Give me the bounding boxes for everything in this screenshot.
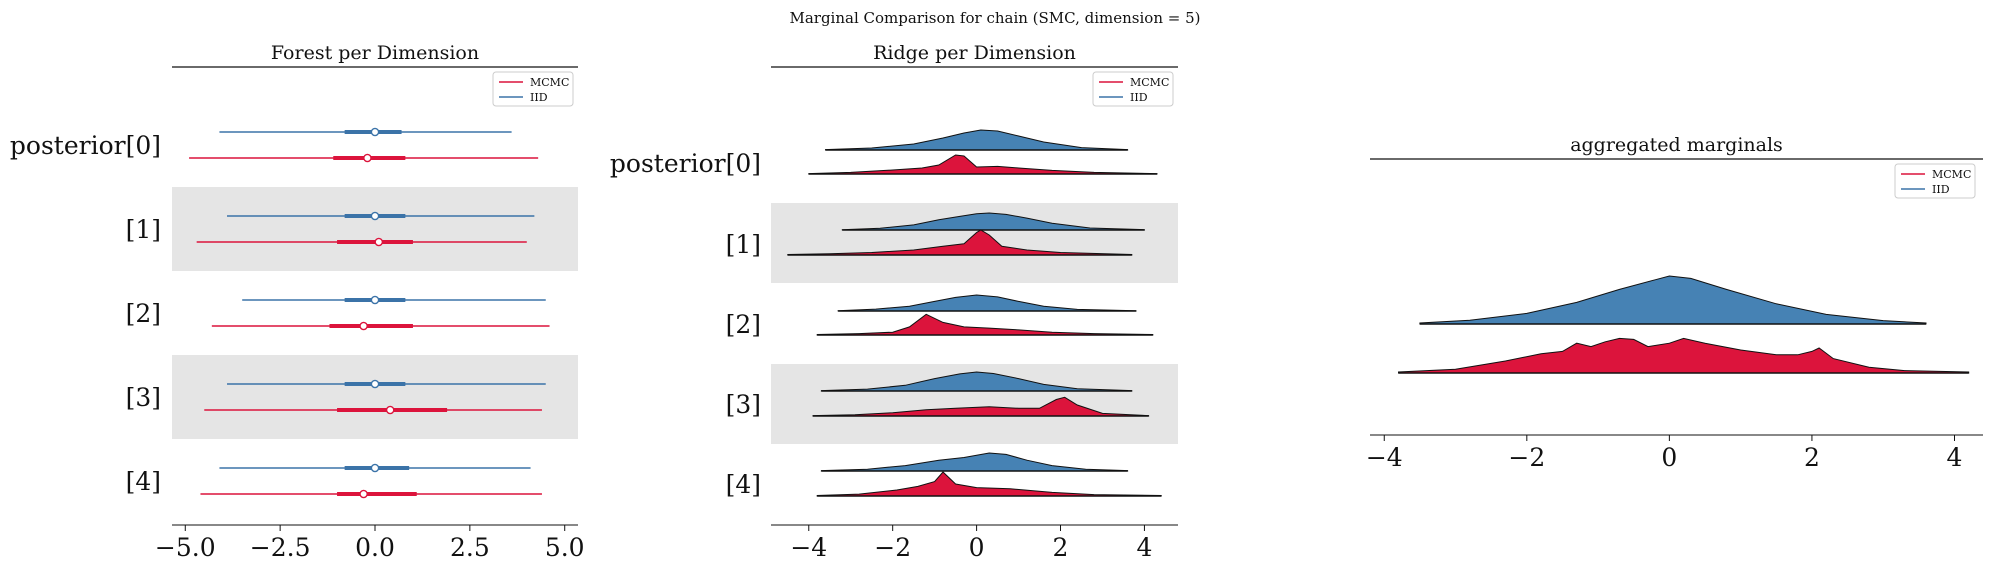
x-tick-label: 4 [1947, 443, 1963, 472]
row-label: [2] [126, 299, 161, 328]
panel-title: Ridge per Dimension [873, 42, 1076, 64]
x-tick-label: 2 [1804, 443, 1820, 472]
x-tick-label: 2 [1053, 533, 1069, 562]
mcmc-density-ridge [808, 154, 1158, 175]
row-label: [3] [726, 390, 761, 419]
x-tick-label: −4 [790, 533, 827, 562]
x-tick-label: −2 [874, 533, 911, 562]
x-tick-label: −5.0 [155, 533, 216, 562]
iid-density-ridge [824, 129, 1129, 151]
iid-density-ridge [837, 294, 1137, 312]
ridge-panel: Ridge per Dimension posterior[0] [1] [2] [3]… [610, 42, 1178, 562]
iid-median-point [370, 127, 380, 137]
mcmc-median-point [385, 405, 395, 415]
iid-median-point [370, 295, 380, 305]
legend-label-mcmc: MCMC [1130, 76, 1169, 89]
x-tick-label: 5.0 [545, 533, 585, 562]
row-label: [1] [126, 215, 161, 244]
panel-title: Forest per Dimension [271, 42, 479, 64]
mcmc-density-ridge [812, 396, 1150, 417]
x-tick-label: −4 [1366, 443, 1403, 472]
forest-panel: Forest per Dimension posterior[0] [1] [2] [3… [10, 42, 585, 562]
legend-label-mcmc: MCMC [1932, 168, 1971, 181]
x-tick-label: 0 [969, 533, 985, 562]
mcmc-median-point [363, 153, 372, 163]
x-tick-label: 0.0 [355, 533, 395, 562]
suptitle: Marginal Comparison for chain (SMC, dime… [789, 9, 1200, 27]
iid-median-point [370, 463, 380, 473]
legend-label-mcmc: MCMC [530, 76, 569, 89]
mcmc-median-point [374, 237, 384, 247]
row-label: [4] [126, 467, 161, 496]
x-tick-label: 4 [1136, 533, 1152, 562]
iid-density-ridge [841, 212, 1145, 231]
iid-median-point [370, 211, 380, 221]
mcmc-density-ridge [816, 313, 1154, 336]
mcmc-density-ridge [816, 471, 1162, 497]
row-label: [2] [726, 310, 761, 339]
iid-density-ridge [1419, 275, 1927, 325]
row-label: posterior[0] [610, 149, 761, 178]
x-tick-label: −2 [1508, 443, 1545, 472]
panel-title: aggregated marginals [1570, 134, 1783, 156]
mcmc-median-point [359, 489, 368, 499]
iid-median-point [370, 379, 380, 389]
x-tick-label: 2.5 [450, 533, 490, 562]
mcmc-median-point [359, 321, 368, 331]
legend-label-iid: IID [530, 91, 548, 104]
x-tick-label: 0 [1661, 443, 1677, 472]
legend-label-iid: IID [1932, 183, 1950, 196]
row-label: [3] [126, 383, 161, 412]
iid-density-ridge [820, 452, 1129, 472]
x-tick-label: −2.5 [250, 533, 311, 562]
row-label: [4] [726, 470, 761, 499]
mcmc-density-ridge [787, 229, 1133, 256]
legend-label-iid: IID [1130, 91, 1148, 104]
aggregated-panel: aggregated marginals −4 −2 0 2 4 MCMC IID [1366, 134, 1983, 472]
row-label: posterior[0] [10, 131, 161, 160]
row-label: [1] [726, 230, 761, 259]
row-band [172, 187, 578, 271]
mcmc-density-ridge [1397, 337, 1970, 374]
row-band [172, 355, 578, 439]
